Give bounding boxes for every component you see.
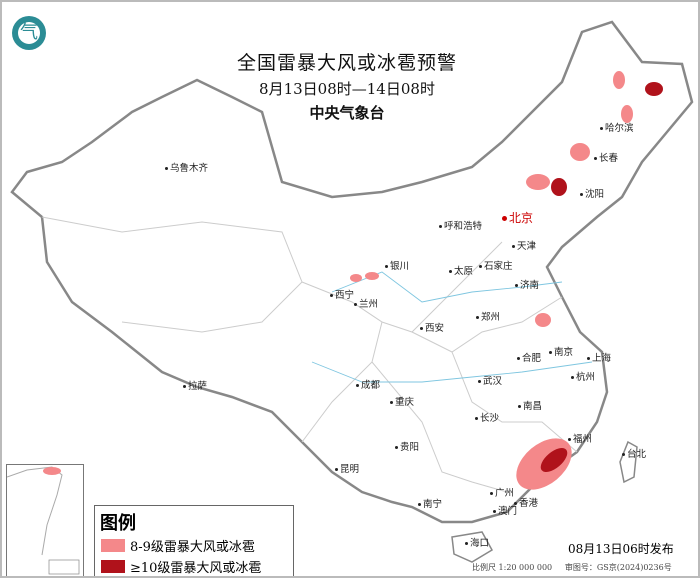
city-label: 重庆 (390, 394, 414, 408)
warning-area-level2 (645, 82, 663, 96)
legend-swatch (101, 539, 125, 552)
map-title: 全国雷暴大风或冰雹预警 (236, 52, 457, 74)
city-label: 西宁 (330, 287, 354, 301)
city-label: 武汉 (478, 373, 502, 387)
city-label: 杭州 (571, 369, 595, 383)
city-label: 海口 (465, 535, 489, 549)
warning-area-level1 (365, 272, 379, 280)
china-outline (10, 20, 694, 524)
cma-logo-icon: 气 (12, 16, 46, 50)
city-label: 昆明 (335, 461, 359, 475)
city-label: 乌鲁木齐 (165, 160, 208, 174)
city-label: 沈阳 (580, 186, 604, 200)
legend-swatch (101, 560, 125, 573)
legend-item-level1: 8-9级雷暴大风或冰雹 (101, 536, 255, 555)
city-label: 石家庄 (479, 258, 513, 272)
city-label: 拉萨 (183, 378, 207, 392)
city-label: 哈尔滨 (600, 120, 634, 134)
inset-map (6, 466, 80, 575)
warning-area-level1 (526, 174, 550, 190)
city-label: 长春 (594, 150, 618, 164)
valid-period: 8月13日08时—14日08时 (259, 80, 435, 98)
city-label: 澳门 (493, 503, 517, 517)
city-label: 长沙 (475, 410, 499, 424)
city-label: 天津 (512, 238, 536, 252)
city-label: 合肥 (517, 350, 541, 364)
warning-area-level1 (621, 105, 633, 123)
city-label: 福州 (568, 431, 592, 445)
legend-label: ≥10级雷暴大风或冰雹 (130, 561, 262, 576)
city-label: 郑州 (476, 309, 500, 323)
city-label: 太原 (449, 263, 473, 277)
warning-area-level1 (613, 71, 625, 89)
city-label: 西安 (420, 320, 444, 334)
warning-areas (350, 71, 663, 490)
legend-item-level2: ≥10级雷暴大风或冰雹 (101, 557, 261, 576)
city-label: 上海 (587, 350, 611, 364)
warning-area-level1 (570, 143, 590, 161)
city-label: 南京 (549, 344, 573, 358)
south-china-sea-inset (6, 464, 84, 576)
city-label: 呼和浩特 (439, 218, 482, 232)
issuer: 中央气象台 (309, 104, 385, 122)
city-label: 银川 (385, 258, 409, 272)
city-label: 南昌 (518, 398, 542, 412)
legend-label: 8-9级雷暴大风或冰雹 (130, 540, 255, 555)
legend: 图例 8-9级雷暴大风或冰雹 ≥10级雷暴大风或冰雹 (94, 505, 294, 576)
city-label: 台北 (622, 446, 646, 460)
warning-area-level2 (540, 448, 568, 472)
warning-area-level1 (535, 313, 551, 327)
city-label: 南宁 (418, 496, 442, 510)
map-approval-number: 审图号：GS京(2024)0236号 (564, 563, 672, 572)
city-label: 香港 (514, 495, 538, 509)
city-label: 贵阳 (395, 439, 419, 453)
capital-label: 北京 (502, 209, 533, 226)
warning-area-level1 (350, 274, 362, 282)
warning-area-level2 (551, 178, 567, 196)
city-label: 广州 (490, 485, 514, 499)
city-label: 济南 (515, 277, 539, 291)
map-footer: 比例尺 1:20 000 000 审图号：GS京(2024)0236号 (472, 562, 672, 573)
legend-title: 图例 (100, 513, 136, 534)
scale-label: 比例尺 1:20 000 000 (472, 563, 553, 572)
city-label: 兰州 (354, 296, 378, 310)
city-label: 成都 (356, 377, 380, 391)
issue-time: 08月13日06时发布 (568, 542, 674, 556)
